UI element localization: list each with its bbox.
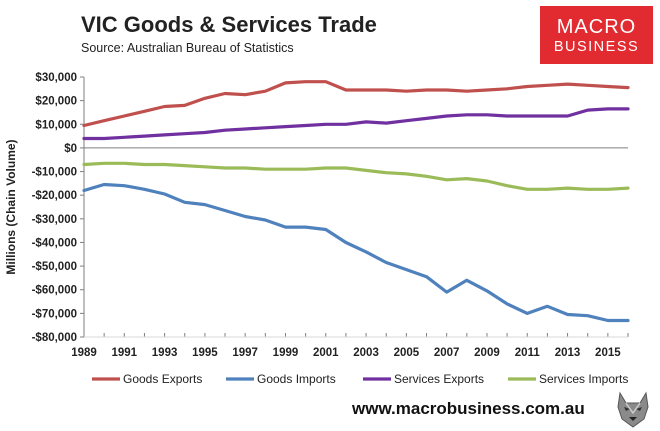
y-tick-label: -$10,000 <box>32 167 77 179</box>
x-tick-label: 1997 <box>232 347 258 359</box>
x-tick-label: 2011 <box>515 347 541 359</box>
y-tick-label: $10,000 <box>35 119 77 131</box>
y-tick-label: -$20,000 <box>32 190 77 202</box>
legend-label-goods-exports: Goods Exports <box>123 372 202 386</box>
legend-label-services-imports: Services Imports <box>539 372 628 386</box>
wolf-mascot-icon <box>612 389 654 429</box>
x-tick-label: 2013 <box>555 347 581 359</box>
chart-title: VIC Goods & Services Trade <box>81 12 377 37</box>
x-tick-label: 2003 <box>353 347 379 359</box>
x-tick-label: 1989 <box>71 347 97 359</box>
x-tick-label: 1999 <box>273 347 299 359</box>
x-tick-label: 2007 <box>434 347 460 359</box>
website-url[interactable]: www.macrobusiness.com.au <box>352 399 585 418</box>
series-line-services-imports <box>82 161 630 191</box>
series-line-goods-imports <box>82 182 630 323</box>
logo-line1: MACRO <box>556 16 637 38</box>
y-tick-label: -$80,000 <box>32 332 77 344</box>
x-tick-label: 2009 <box>474 347 500 359</box>
legend-label-goods-imports: Goods Imports <box>257 372 336 386</box>
x-tick-label: 1991 <box>111 347 137 359</box>
y-tick-label: -$50,000 <box>32 261 77 273</box>
y-tick-label: -$70,000 <box>32 308 77 320</box>
x-tick-label: 1995 <box>192 347 218 359</box>
x-tick-label: 2005 <box>394 347 420 359</box>
macrobusiness-logo[interactable]: MACRO BUSINESS <box>540 6 653 64</box>
legend-label-services-exports: Services Exports <box>394 372 484 386</box>
y-tick-label: $30,000 <box>35 72 77 84</box>
y-tick-label: $0 <box>64 143 77 155</box>
y-tick-label: -$30,000 <box>32 214 77 226</box>
y-axis-label: Millions (Chain Volume) <box>4 139 18 274</box>
series-line-goods-exports <box>82 80 630 128</box>
logo-line2: BUSINESS <box>553 39 640 55</box>
x-tick-label: 2015 <box>595 347 621 359</box>
series-line-services-exports <box>82 107 630 141</box>
y-tick-label: $20,000 <box>35 96 77 108</box>
x-tick-label: 1993 <box>152 347 178 359</box>
y-tick-label: -$60,000 <box>32 285 77 297</box>
chart-source: Source: Australian Bureau of Statistics <box>81 41 294 55</box>
x-tick-label: 2001 <box>313 347 339 359</box>
y-tick-label: -$40,000 <box>32 237 77 249</box>
